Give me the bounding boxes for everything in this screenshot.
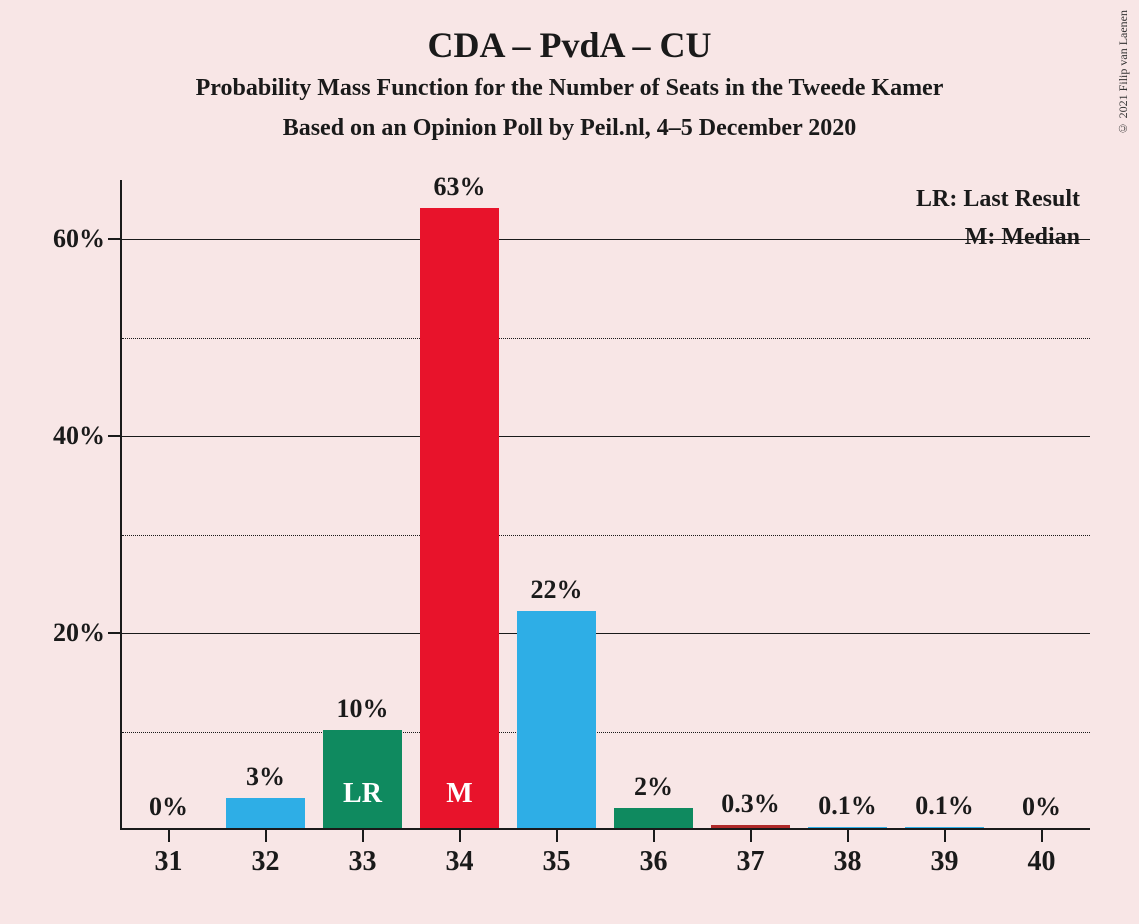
- x-axis-label: 39: [931, 846, 959, 878]
- bar: [226, 798, 306, 828]
- bar: LR: [323, 730, 403, 828]
- legend-last-result: LR: Last Result: [916, 186, 1080, 213]
- x-tick: [944, 830, 946, 842]
- plot-area: LR: Last Result M: Median 20%40%60% 0%3%…: [120, 180, 1090, 830]
- x-axis-label: 40: [1028, 846, 1056, 878]
- x-tick: [653, 830, 655, 842]
- bar-value-label: 0.1%: [915, 791, 974, 821]
- gridline-major: [122, 436, 1090, 437]
- y-tick: [108, 238, 120, 240]
- gridline-minor: [122, 535, 1090, 536]
- x-tick: [1041, 830, 1043, 842]
- x-tick: [847, 830, 849, 842]
- bar-value-label: 0.3%: [721, 789, 780, 819]
- bar-value-label: 10%: [337, 694, 389, 724]
- x-axis-label: 36: [640, 846, 668, 878]
- x-axis-label: 33: [349, 846, 377, 878]
- y-tick: [108, 435, 120, 437]
- main-title: CDA – PvdA – CU: [0, 24, 1139, 66]
- bar-inner-label: LR: [343, 778, 382, 810]
- chart-container: CDA – PvdA – CU Probability Mass Functio…: [0, 0, 1139, 924]
- bar-value-label: 0%: [149, 792, 188, 822]
- gridline-major: [122, 633, 1090, 634]
- x-tick: [168, 830, 170, 842]
- y-axis-line: [120, 180, 122, 830]
- bar-value-label: 3%: [246, 762, 285, 792]
- x-axis-label: 34: [446, 846, 474, 878]
- legend-median: M: Median: [965, 224, 1080, 251]
- x-tick: [265, 830, 267, 842]
- y-axis-label: 40%: [53, 421, 105, 451]
- bar: [517, 611, 597, 828]
- x-tick: [459, 830, 461, 842]
- x-axis-label: 32: [252, 846, 280, 878]
- bar-inner-label: M: [446, 778, 472, 810]
- x-axis-label: 31: [155, 846, 183, 878]
- gridline-minor: [122, 338, 1090, 339]
- copyright-text: © 2021 Filip van Laenen: [1116, 10, 1131, 135]
- y-axis-label: 60%: [53, 224, 105, 254]
- x-axis-label: 38: [834, 846, 862, 878]
- x-axis-label: 35: [543, 846, 571, 878]
- bar: [711, 825, 791, 828]
- y-tick: [108, 632, 120, 634]
- bar: M: [420, 208, 500, 828]
- gridline-major: [122, 239, 1090, 240]
- bar-value-label: 0%: [1022, 792, 1061, 822]
- bar: [614, 808, 694, 828]
- y-axis-label: 20%: [53, 618, 105, 648]
- bar: [905, 827, 985, 828]
- x-tick: [750, 830, 752, 842]
- bar-value-label: 63%: [434, 172, 486, 202]
- x-tick: [362, 830, 364, 842]
- gridline-minor: [122, 732, 1090, 733]
- x-tick: [556, 830, 558, 842]
- x-axis-label: 37: [737, 846, 765, 878]
- bar: [808, 827, 888, 828]
- subtitle-1: Probability Mass Function for the Number…: [0, 75, 1139, 102]
- bar-value-label: 22%: [531, 575, 583, 605]
- bar-value-label: 0.1%: [818, 791, 877, 821]
- subtitle-2: Based on an Opinion Poll by Peil.nl, 4–5…: [0, 115, 1139, 142]
- bar-value-label: 2%: [634, 772, 673, 802]
